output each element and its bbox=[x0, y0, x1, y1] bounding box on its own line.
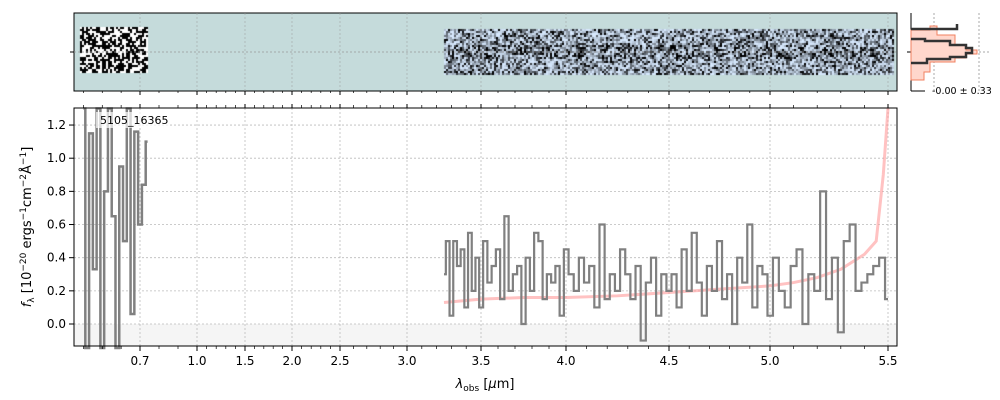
image-panel-grid bbox=[74, 13, 897, 91]
y-tick-label: 0.4 bbox=[47, 251, 66, 265]
y-tick-label: 0.2 bbox=[47, 284, 66, 298]
axis-ticks: 0.7 1.0 1.5 2.0 2.5 3.0 3.5 4.0 4.5 5.0 5.5 0.0 0.2 0… bbox=[47, 51, 898, 368]
x-tick-label: 3.0 bbox=[397, 354, 416, 368]
x-tick-label: 4.5 bbox=[659, 354, 678, 368]
negative-shade bbox=[74, 324, 897, 346]
y-tick-label: 0.8 bbox=[47, 184, 66, 198]
x-tick-label: 1.5 bbox=[235, 354, 254, 368]
x-tick-label: 5.5 bbox=[878, 354, 897, 368]
x-tick-label: 0.7 bbox=[130, 354, 149, 368]
x-tick-label: 2.0 bbox=[282, 354, 301, 368]
residual-label: -0.00 ± 0.33 bbox=[932, 86, 992, 97]
y-axis-label: fλ [10−20 ergs−1cm−2Å−1] bbox=[19, 147, 37, 308]
residual-histogram bbox=[907, 13, 990, 92]
model-line bbox=[443, 108, 890, 304]
x-tick-label: 1.0 bbox=[187, 354, 206, 368]
y-tick-label: 0.0 bbox=[47, 317, 66, 331]
hist-data bbox=[911, 24, 974, 65]
x-tick-label: 2.5 bbox=[330, 354, 349, 368]
label-box bbox=[96, 112, 170, 128]
x-tick-label: 3.5 bbox=[471, 354, 490, 368]
x-axis-label: λobs [μm] bbox=[455, 377, 515, 394]
x-tick-label: 4.0 bbox=[556, 354, 575, 368]
grid bbox=[74, 108, 897, 346]
image-panel-frame bbox=[73, 12, 898, 92]
x-tick-label: 5.0 bbox=[760, 354, 779, 368]
flux-line bbox=[444, 190, 888, 342]
object-label: 5105_16365 bbox=[100, 114, 169, 127]
plot-frame bbox=[73, 107, 898, 347]
flux-blue-line bbox=[83, 107, 148, 350]
y-tick-label: 0.6 bbox=[47, 218, 66, 232]
y-tick-label: 1.2 bbox=[47, 118, 66, 132]
y-tick-label: 1.0 bbox=[47, 151, 66, 165]
plot-data bbox=[83, 107, 890, 350]
